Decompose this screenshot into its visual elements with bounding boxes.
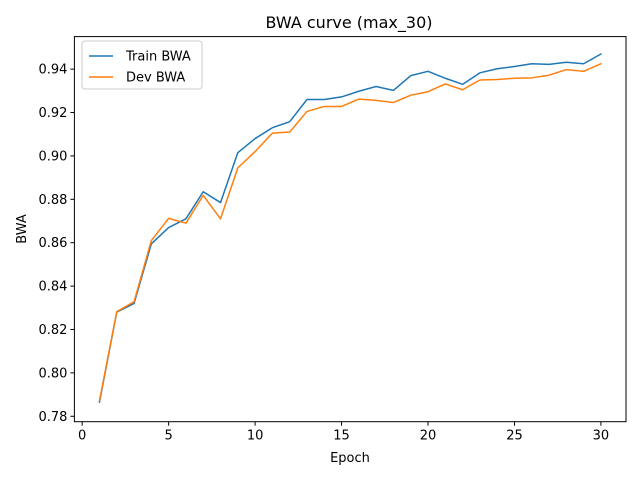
y-tick-label: 0.92: [38, 106, 67, 121]
legend-label-train: Train BWA: [125, 50, 191, 65]
y-tick-label: 0.78: [38, 410, 67, 425]
y-tick-label: 0.94: [38, 63, 67, 78]
x-axis-label: Epoch: [330, 451, 370, 466]
legend: Train BWA Dev BWA: [81, 40, 203, 90]
y-tick-label: 0.86: [38, 236, 67, 251]
series-layer: [98, 52, 602, 404]
y-tick-label: 0.88: [38, 193, 67, 208]
legend-label-dev: Dev BWA: [126, 71, 185, 86]
y-tick-label: 0.90: [38, 149, 67, 164]
x-tick-label: 25: [506, 429, 523, 444]
x-tick-label: 5: [164, 429, 172, 444]
y-tick-label: 0.80: [38, 366, 67, 381]
x-tick-label: 10: [247, 429, 264, 444]
chart-title: BWA curve (max_30): [266, 13, 433, 33]
y-axis-label: BWA: [15, 214, 30, 244]
y-tick-label: 0.82: [38, 323, 67, 338]
y-tick-label: 0.84: [38, 280, 67, 295]
x-axis: 0 5 10 15 20 25 30: [78, 421, 610, 444]
x-tick-label: 0: [78, 429, 86, 444]
x-tick-label: 30: [593, 429, 610, 444]
x-tick-label: 20: [420, 429, 437, 444]
series-line-dev-bwa: [98, 62, 602, 402]
plot-area-frame: [73, 36, 627, 423]
y-axis: 0.78 0.80 0.82 0.84 0.86 0.88 0.90 0.92 0.94: [38, 63, 75, 425]
series-line-train-bwa: [98, 52, 602, 404]
x-tick-label: 15: [333, 429, 350, 444]
